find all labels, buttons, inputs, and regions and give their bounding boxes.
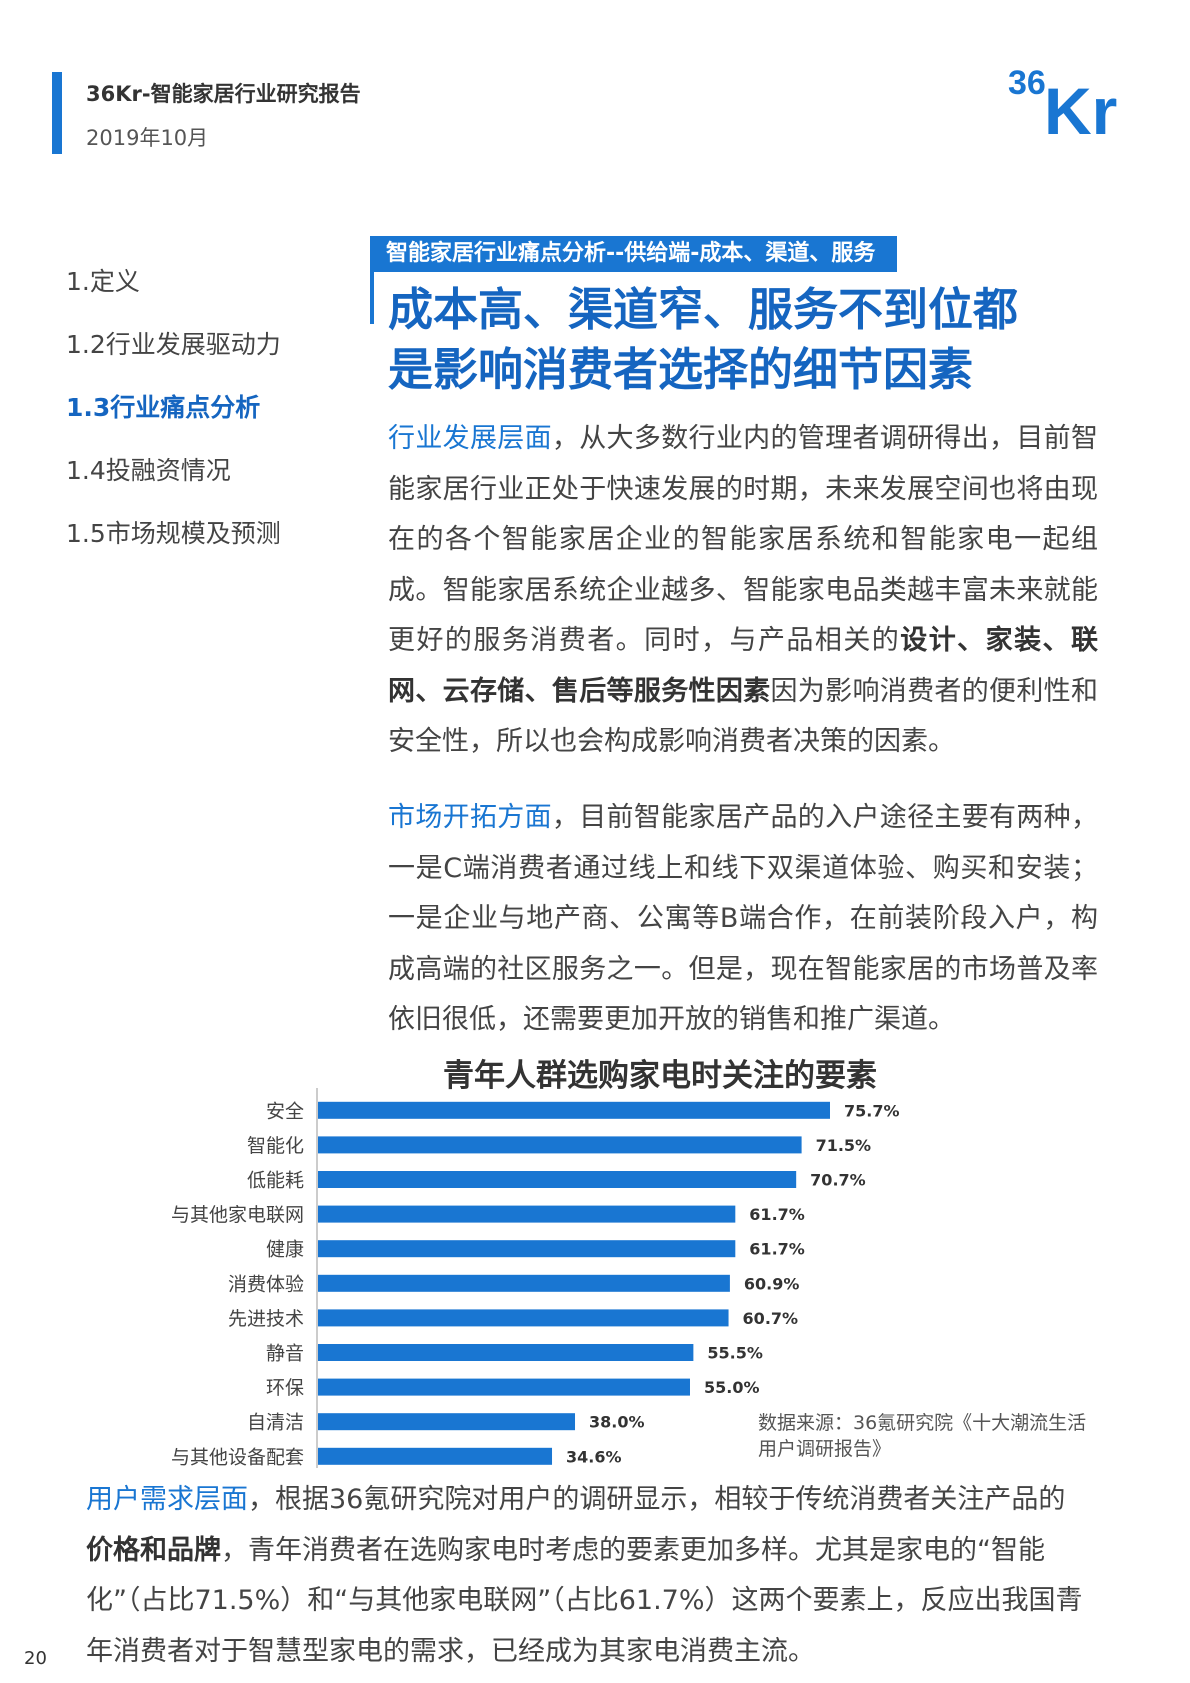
report-date: 2019年10月 (86, 126, 209, 150)
bar-chart: 安全 75.7% 智能化 71.5% 低能耗 70.7% 与其他家电联网 61.7% 健康 61.… (171, 1088, 900, 1468)
category-label: 安全 (266, 1100, 304, 1122)
paragraph-user-demand: 用户需求层面，根据36氪研究院对用户的调研显示，相较于传统消费者关注产品的价格和… (86, 1475, 1086, 1677)
value-label: 55.0% (704, 1378, 760, 1397)
header-accent-bar (52, 72, 62, 154)
value-label: 60.7% (743, 1309, 799, 1328)
value-label: 61.7% (749, 1205, 805, 1224)
value-label: 70.7% (810, 1171, 866, 1190)
bar (318, 1274, 730, 1292)
value-label: 75.7% (844, 1101, 900, 1120)
category-label: 环保 (266, 1377, 304, 1399)
bar (318, 1205, 736, 1223)
headline-line-2: 是影响消费者选择的细节因素 (388, 343, 974, 396)
value-label: 55.5% (707, 1344, 763, 1363)
headline: 成本高、渠道窄、服务不到位都 是影响消费者选择的细节因素 (388, 280, 1148, 400)
paragraph-industry-text-1: ，从大多数行业内的管理者调研得出，目前智能家居行业正处于快速发展的时期，未来发展… (388, 423, 1099, 656)
nav-item-investment[interactable]: 1.4投融资情况 (66, 456, 231, 485)
bar (318, 1344, 694, 1361)
paragraph-industry: 行业发展层面，从大多数行业内的管理者调研得出，目前智能家居行业正处于快速发展的时… (388, 414, 1098, 768)
page-number: 20 (24, 1648, 47, 1669)
section-tag: 智能家居行业痛点分析--供给端-成本、渠道、服务 (370, 236, 898, 272)
value-label: 60.9% (744, 1274, 800, 1293)
svg-text:36: 36 (1008, 64, 1046, 102)
paragraph-market-text: ，目前智能家居产品的入户途径主要有两种，一是C端消费者通过线上和线下双渠道体验、… (388, 802, 1099, 1035)
paragraph-market-lead: 市场开拓方面 (388, 802, 552, 833)
paragraph-user-demand-bold: 价格和品牌 (86, 1534, 221, 1566)
category-label: 消费体验 (228, 1273, 304, 1295)
category-label: 自清洁 (247, 1412, 304, 1434)
category-label: 健康 (266, 1239, 304, 1261)
paragraph-user-demand-text-1: ，根据36氪研究院对用户的调研显示，相较于传统消费者关注产品的 (248, 1484, 1066, 1515)
value-label: 71.5% (816, 1136, 872, 1155)
section-tag-line (370, 262, 374, 324)
page-number-watermark: 20 (1060, 1588, 1078, 1604)
paragraph-market: 市场开拓方面，目前智能家居产品的入户途径主要有两种，一是C端消费者通过线上和线下… (388, 793, 1098, 1046)
data-source: 数据来源：36氪研究院《十大潮流生活用户调研报告》 (758, 1412, 1087, 1460)
category-label: 智能化 (247, 1135, 304, 1157)
paragraph-industry-bold: 设计、家装、联网、云存储、售后等服务性因素 (388, 625, 1098, 707)
value-label: 34.6% (566, 1447, 622, 1466)
report-title: 36Kr-智能家居行业研究报告 (86, 82, 361, 106)
bar (318, 1447, 553, 1465)
svg-text:Kr: Kr (1044, 74, 1117, 144)
nav-item-pain-points[interactable]: 1.3行业痛点分析 (66, 393, 261, 422)
bar (318, 1309, 729, 1327)
paragraph-industry-lead: 行业发展层面 (388, 423, 552, 454)
headline-line-1: 成本高、渠道窄、服务不到位都 (388, 283, 1019, 336)
brand-logo: 36 Kr (1008, 64, 1117, 144)
nav-item-definition[interactable]: 1.定义 (66, 267, 140, 296)
bar (318, 1101, 830, 1119)
value-label: 61.7% (749, 1240, 805, 1259)
nav-item-drivers[interactable]: 1.2行业发展驱动力 (66, 330, 281, 359)
value-label: 38.0% (589, 1413, 645, 1432)
category-label: 与其他家电联网 (171, 1204, 304, 1226)
nav-item-market-size[interactable]: 1.5市场规模及预测 (66, 519, 281, 548)
bar (318, 1136, 802, 1154)
paragraph-user-demand-lead: 用户需求层面 (86, 1484, 248, 1515)
chart-title: 青年人群选购家电时关注的要素 (443, 1058, 877, 1094)
bar (318, 1240, 736, 1258)
category-label: 先进技术 (228, 1308, 304, 1330)
bar (318, 1413, 576, 1431)
paragraph-user-demand-text-2: ，青年消费者在选购家电时考虑的要素更加多样。尤其是家电的“智能化”（占比71.5… (86, 1534, 1083, 1667)
bar (318, 1171, 797, 1188)
paragraph-industry-text-2: 因为影响消费者的便利性和安全性，所以也会构成影响消费者决策的因素。 (388, 675, 1099, 758)
category-label: 与其他设备配套 (171, 1446, 304, 1468)
category-label: 静音 (266, 1343, 304, 1365)
category-label: 低能耗 (247, 1170, 304, 1192)
bar (318, 1378, 690, 1396)
